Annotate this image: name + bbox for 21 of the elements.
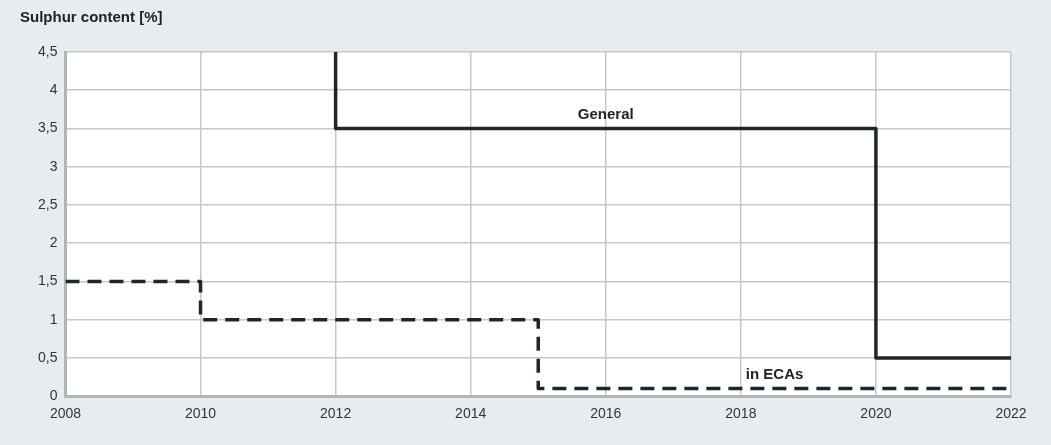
y-tick-label: 0 xyxy=(49,387,58,404)
y-tick-label: 2,5 xyxy=(37,195,58,212)
y-tick-label: 4 xyxy=(49,81,58,98)
y-tick-label: 2 xyxy=(49,234,58,251)
x-tick-label: 2018 xyxy=(725,405,757,422)
x-tick-label: 2020 xyxy=(860,405,892,422)
series-label: General xyxy=(577,105,634,123)
x-tick-label: 2012 xyxy=(320,405,352,422)
x-tick-label: 2014 xyxy=(455,405,487,422)
x-tick-label: 2016 xyxy=(590,405,622,422)
x-tick-label: 2022 xyxy=(995,405,1027,422)
y-tick-label: 1 xyxy=(49,310,58,327)
y-axis-title: Sulphur content [%] xyxy=(20,7,163,25)
y-tick-label: 1,5 xyxy=(37,272,58,289)
y-tick-label: 3 xyxy=(49,157,58,174)
x-tick-label: 2010 xyxy=(184,405,217,422)
y-tick-label: 0,5 xyxy=(37,348,58,365)
series-label: in ECAs xyxy=(745,365,804,383)
y-tick-label: 4,5 xyxy=(37,42,58,59)
x-tick-label: 2008 xyxy=(49,405,82,422)
y-tick-label: 3,5 xyxy=(37,119,58,136)
